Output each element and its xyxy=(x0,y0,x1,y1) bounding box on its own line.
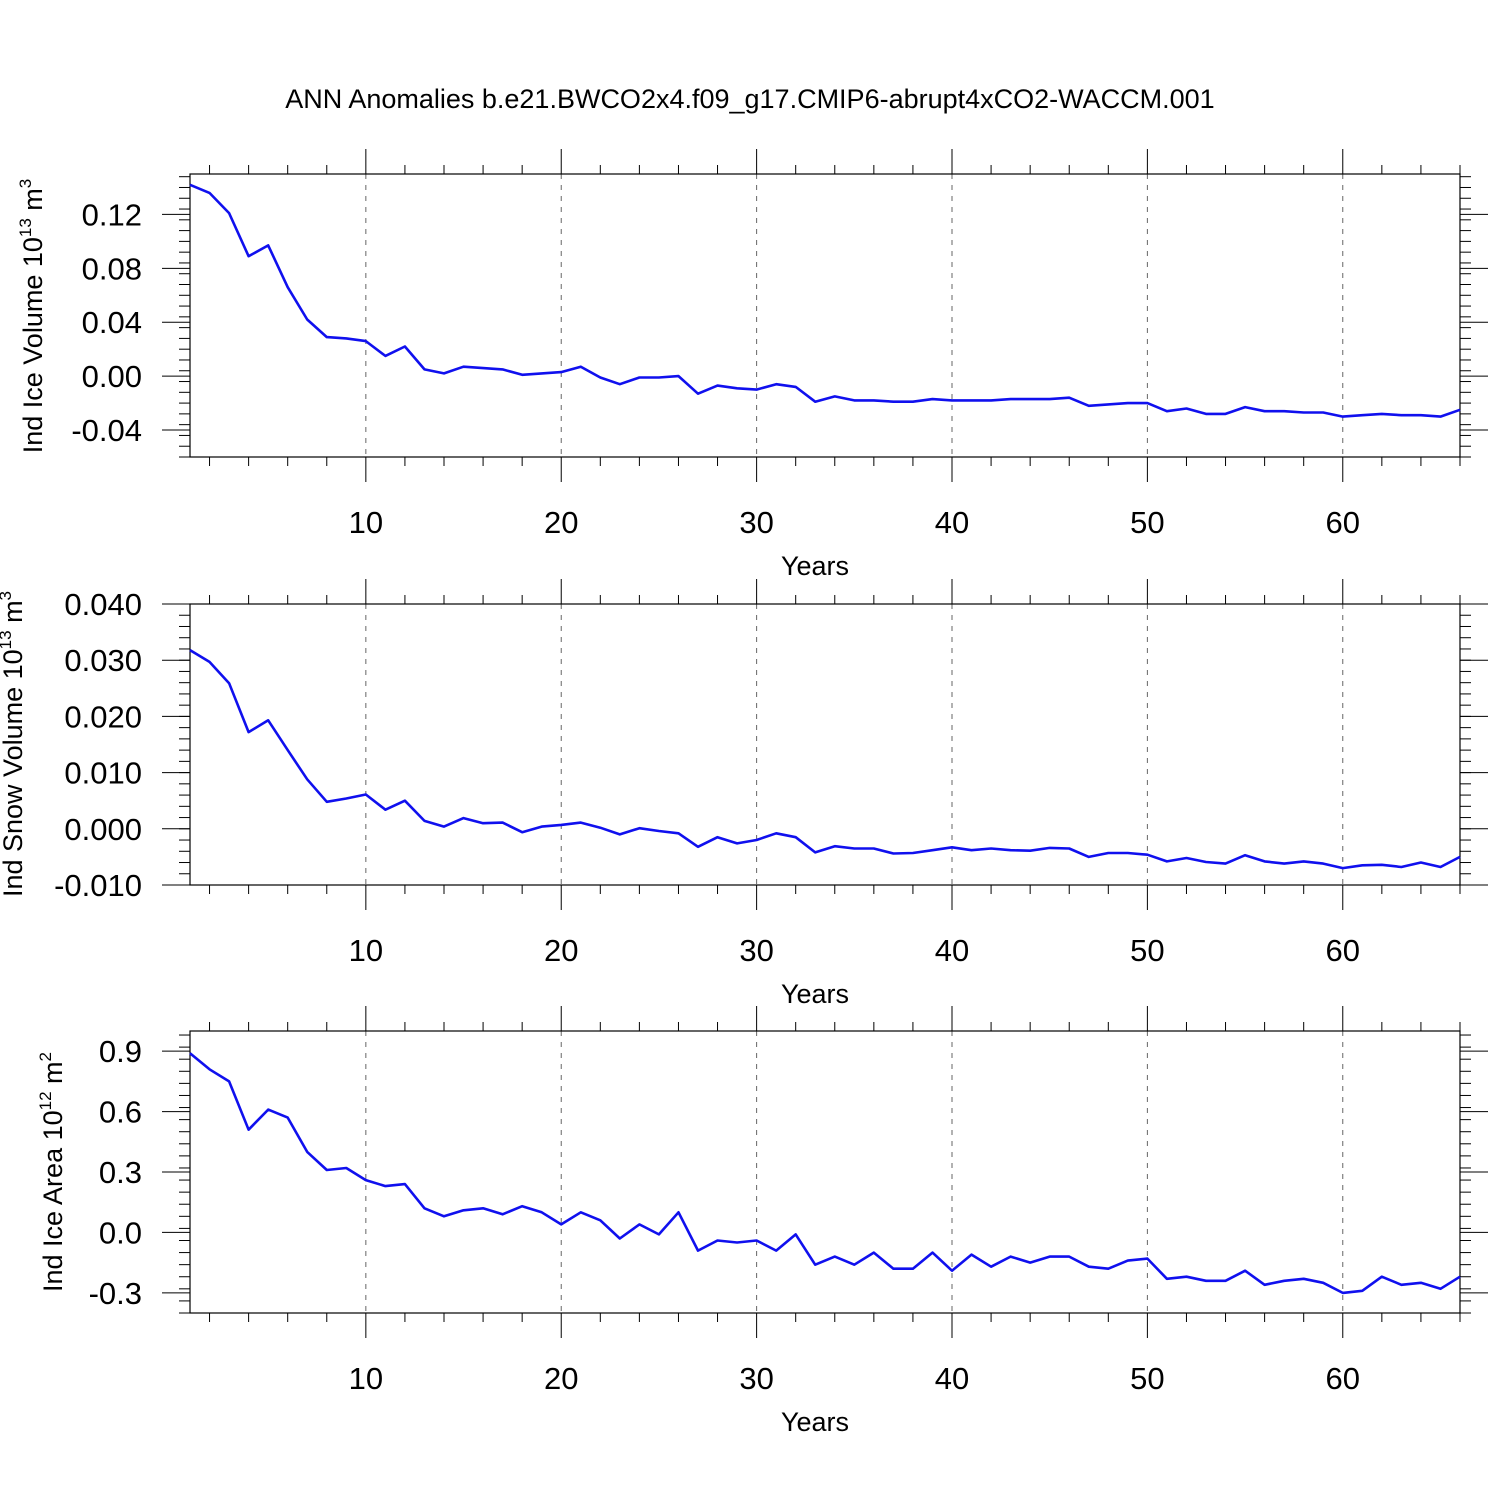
y-tick-label: -0.3 xyxy=(89,1276,142,1311)
x-tick-label: 30 xyxy=(739,933,773,968)
plot-frame xyxy=(189,603,1461,886)
x-tick-label: 10 xyxy=(349,1361,383,1396)
x-tick-label: 30 xyxy=(739,505,773,540)
x-tick-label: 60 xyxy=(1326,1361,1360,1396)
figure-title: ANN Anomalies b.e21.BWCO2x4.f09_g17.CMIP… xyxy=(285,84,1215,114)
x-axis-label: Years xyxy=(781,1407,849,1437)
plot-frame xyxy=(189,173,1461,458)
y-tick-label: 0.9 xyxy=(99,1034,142,1069)
x-tick-label: 50 xyxy=(1130,933,1164,968)
x-tick-label: 20 xyxy=(544,1361,578,1396)
x-tick-label: 10 xyxy=(349,933,383,968)
y-tick-label: 0.000 xyxy=(64,812,142,847)
x-tick-label: 40 xyxy=(935,505,969,540)
x-tick-label: 60 xyxy=(1326,933,1360,968)
y-tick-label: -0.010 xyxy=(54,868,142,903)
y-tick-label: 0.3 xyxy=(99,1155,142,1190)
plot-frame xyxy=(189,1030,1461,1314)
x-tick-label: 40 xyxy=(935,1361,969,1396)
series-line xyxy=(189,183,1461,418)
y-tick-label: 0.04 xyxy=(82,305,142,340)
x-tick-label: 20 xyxy=(544,505,578,540)
x-tick-label: 40 xyxy=(935,933,969,968)
y-tick-label: 0.12 xyxy=(82,197,142,232)
x-tick-label: 10 xyxy=(349,505,383,540)
y-axis-label: Ind Snow Volume 1013 m3 xyxy=(0,591,28,897)
y-tick-label: 0.00 xyxy=(82,359,142,394)
x-tick-label: 50 xyxy=(1130,1361,1164,1396)
y-tick-label: 0.0 xyxy=(99,1215,142,1250)
y-axis-label: Ind Ice Volume 1013 m3 xyxy=(16,179,48,454)
x-tick-label: 50 xyxy=(1130,505,1164,540)
series-line xyxy=(189,1052,1461,1295)
y-tick-label: 0.040 xyxy=(64,587,142,622)
y-tick-label: 0.08 xyxy=(82,251,142,286)
series-line xyxy=(189,648,1461,870)
y-tick-label: -0.04 xyxy=(71,413,142,448)
y-tick-label: 0.6 xyxy=(99,1095,142,1130)
x-tick-label: 20 xyxy=(544,933,578,968)
y-axis-label: Ind Ice Area 1012 m2 xyxy=(36,1052,68,1292)
y-tick-label: 0.030 xyxy=(64,643,142,678)
y-tick-label: 0.010 xyxy=(64,756,142,791)
x-tick-label: 30 xyxy=(739,1361,773,1396)
x-axis-label: Years xyxy=(781,979,849,1009)
x-axis-label: Years xyxy=(781,551,849,581)
x-tick-label: 60 xyxy=(1326,505,1360,540)
y-tick-label: 0.020 xyxy=(64,699,142,734)
